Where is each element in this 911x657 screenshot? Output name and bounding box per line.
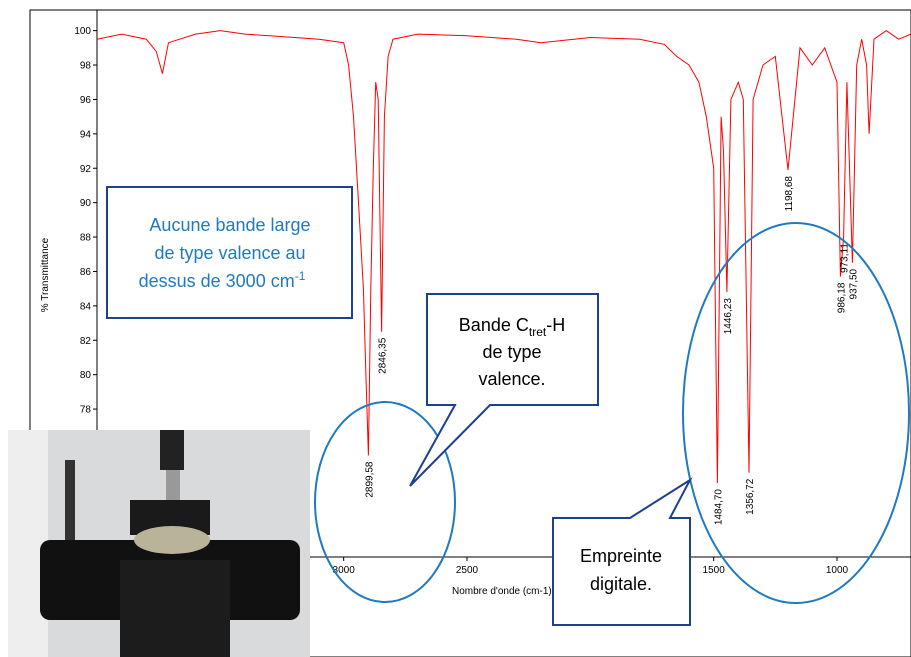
highlight-ellipse xyxy=(682,222,910,604)
peak-label: 1198,68 xyxy=(784,176,795,212)
peak-label: 973,11 xyxy=(840,243,851,273)
y-tick-label: 90 xyxy=(80,198,92,209)
callout xyxy=(409,293,599,487)
callout-text: valence. xyxy=(478,369,545,389)
peak-label: 1484,70 xyxy=(713,489,724,526)
annotation-box xyxy=(106,186,353,319)
callout-text: digitale. xyxy=(590,574,652,594)
photo xyxy=(8,430,310,657)
x-axis-label: Nombre d'onde (cm-1) xyxy=(452,586,552,597)
peak-label: 2899,58 xyxy=(364,461,375,498)
x-tick-label: 2500 xyxy=(456,565,479,576)
y-tick-label: 88 xyxy=(80,233,92,244)
y-tick-label: 78 xyxy=(80,405,92,416)
photo-part xyxy=(160,430,184,470)
photo-crystal xyxy=(134,526,210,554)
callout-text: -H xyxy=(546,315,565,335)
x-tick-label: 3000 xyxy=(333,565,356,576)
spectrum-line xyxy=(96,29,911,484)
callout-text: de type xyxy=(482,342,541,362)
y-axis-label: % Transmittance xyxy=(40,237,51,312)
annotation-text: dessus de 3000 cm xyxy=(139,271,295,291)
y-tick-label: 94 xyxy=(80,129,92,140)
callout-text: Bande C xyxy=(459,315,529,335)
peak-label: 2846,35 xyxy=(378,337,389,374)
superscript: -1 xyxy=(295,269,306,283)
callout xyxy=(552,477,693,626)
peak-label: 1356,72 xyxy=(745,478,756,515)
highlight-ellipse xyxy=(314,401,456,603)
photo-wall xyxy=(8,430,48,657)
y-tick-label: 100 xyxy=(74,26,91,37)
y-tick-label: 82 xyxy=(80,336,92,347)
peak-label: 937,50 xyxy=(848,268,859,299)
y-tick-label: 96 xyxy=(80,95,92,106)
annotation-text: de type valence au xyxy=(154,243,305,263)
subscript: tret xyxy=(529,325,547,339)
peak-label: 1446,23 xyxy=(723,298,734,335)
annotation-text: dessus de 3000 cm-1 xyxy=(139,269,306,291)
annotation-text: Aucune bande large xyxy=(149,215,310,235)
y-tick-label: 84 xyxy=(80,301,92,312)
x-tick-label: 1000 xyxy=(826,565,849,576)
y-tick-label: 80 xyxy=(80,370,92,381)
peak-label: 986,18 xyxy=(836,282,847,313)
callout-text: Bande Ctret-H xyxy=(459,315,565,339)
photo-part xyxy=(65,460,75,550)
callout-text: Empreinte xyxy=(580,546,662,566)
x-tick-label: 1500 xyxy=(703,565,726,576)
y-tick-label: 86 xyxy=(80,267,92,278)
y-tick-label: 92 xyxy=(80,164,92,175)
axes: 78 80 82 84 86 88 90 92 94 96 98 100 3000 2500 1500 100… xyxy=(74,10,911,576)
y-tick-label: 98 xyxy=(80,61,92,72)
photo-block xyxy=(120,560,230,657)
